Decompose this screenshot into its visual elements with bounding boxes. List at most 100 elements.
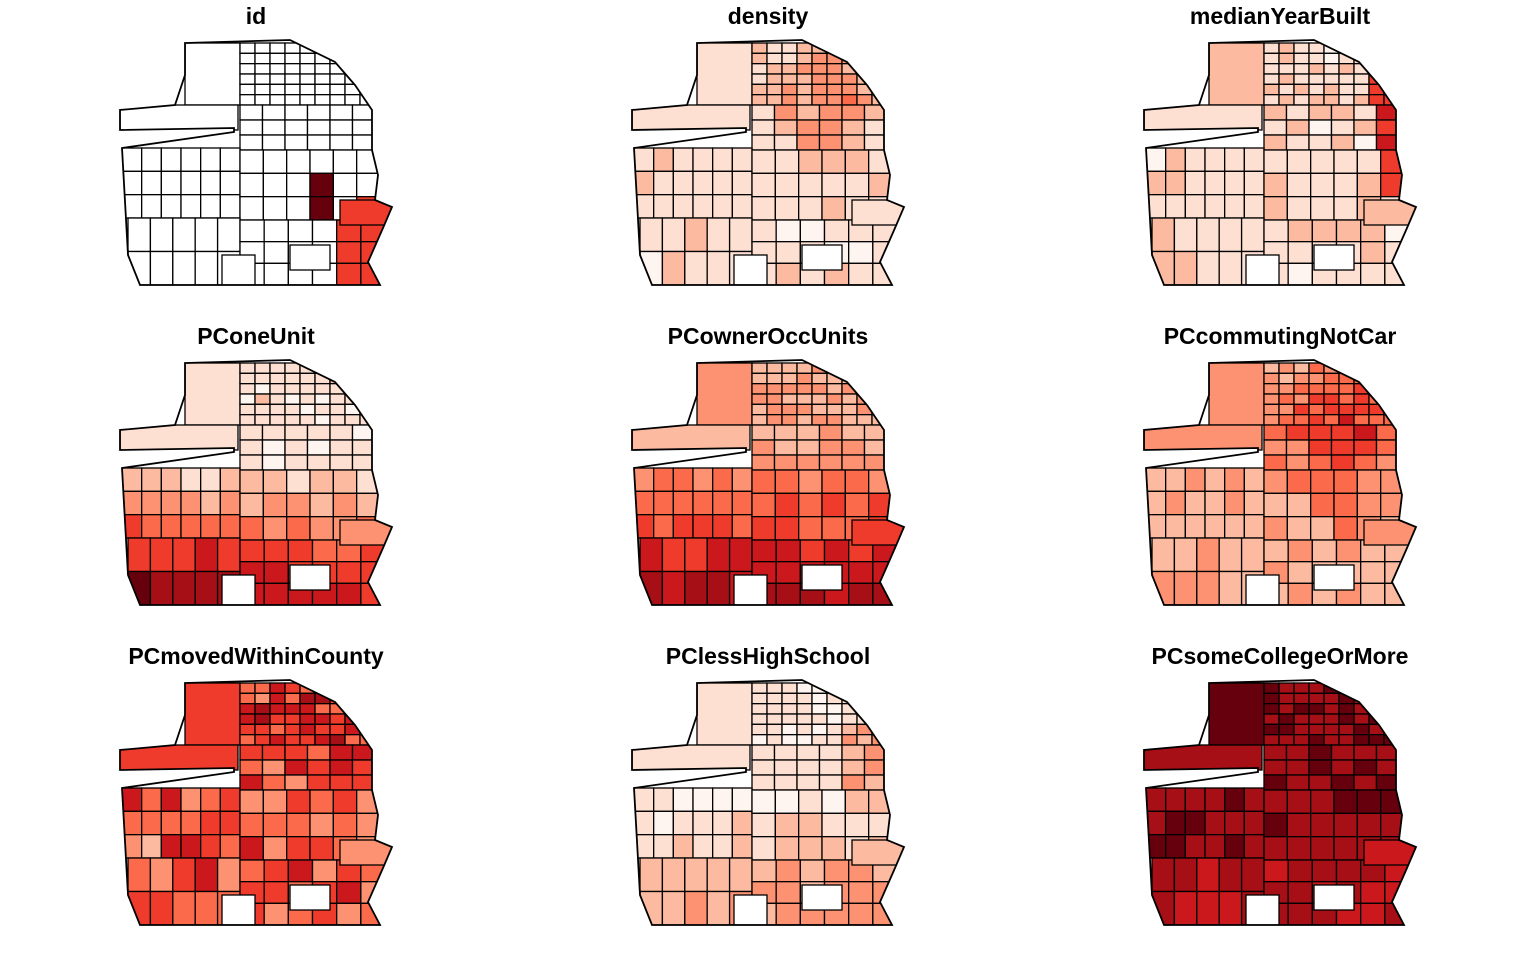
census-tract xyxy=(1308,713,1325,725)
census-tract xyxy=(1204,490,1226,516)
census-tract xyxy=(1293,403,1310,416)
census-tract xyxy=(798,812,823,838)
census-tract xyxy=(309,812,334,838)
census-tract xyxy=(1286,492,1312,518)
census-tract xyxy=(1173,890,1198,925)
census-tract xyxy=(263,262,289,285)
census-tract xyxy=(632,104,751,131)
census-tract xyxy=(751,172,776,198)
census-tract xyxy=(1263,516,1288,541)
map-panel-id: id xyxy=(0,0,512,320)
census-tract xyxy=(841,439,866,456)
census-tract xyxy=(841,83,858,96)
census-tract xyxy=(314,403,331,416)
census-tract xyxy=(796,424,821,441)
census-tract xyxy=(841,134,866,151)
census-tract xyxy=(284,104,309,121)
census-tract xyxy=(1285,759,1310,776)
census-tract xyxy=(633,467,655,492)
census-tract xyxy=(1293,63,1310,75)
census-tract xyxy=(773,454,798,471)
census-tract xyxy=(1330,439,1355,456)
census-tract xyxy=(344,63,361,75)
census-tract xyxy=(871,393,888,405)
census-tract xyxy=(1165,514,1186,539)
census-tract xyxy=(239,172,264,198)
census-tract xyxy=(180,834,202,859)
census-tract xyxy=(774,812,800,838)
census-tract xyxy=(1335,859,1362,883)
census-tract xyxy=(751,682,768,694)
census-tract xyxy=(314,83,331,96)
census-tract xyxy=(1308,83,1325,96)
census-tract xyxy=(751,149,776,174)
census-tract xyxy=(311,859,338,883)
census-tract xyxy=(180,514,202,539)
census-tract xyxy=(359,42,376,54)
census-tract xyxy=(1353,692,1370,705)
census-tract xyxy=(1263,219,1289,243)
census-tract xyxy=(818,104,843,121)
census-tract xyxy=(263,902,289,925)
census-tract xyxy=(284,134,309,151)
census-tract xyxy=(1278,403,1295,416)
census-tract xyxy=(286,812,311,838)
census-tract xyxy=(766,94,783,106)
census-tract xyxy=(239,42,256,54)
census-tract xyxy=(1353,83,1370,96)
census-tract xyxy=(1353,414,1370,426)
census-tract xyxy=(194,250,219,285)
census-tract xyxy=(781,403,798,416)
census-tract xyxy=(1224,787,1245,812)
census-tract xyxy=(121,147,143,172)
census-tract xyxy=(1308,63,1325,75)
city-outline xyxy=(119,359,394,606)
census-tract xyxy=(639,217,664,253)
census-tract xyxy=(1353,134,1378,151)
park-area xyxy=(289,884,331,911)
census-tract xyxy=(1323,393,1340,405)
census-tract xyxy=(200,787,221,812)
census-tract xyxy=(286,492,311,518)
census-tract xyxy=(844,172,870,198)
census-tract xyxy=(1308,73,1325,85)
census-tract xyxy=(1368,42,1385,54)
census-tract xyxy=(751,836,776,861)
census-tract xyxy=(269,83,286,96)
census-tract xyxy=(1263,403,1280,416)
census-tract xyxy=(344,362,361,374)
census-tract xyxy=(871,52,888,65)
census-tract xyxy=(1383,682,1400,694)
census-tract xyxy=(818,424,843,441)
census-tract xyxy=(284,372,301,385)
park-area xyxy=(1245,574,1280,605)
census-tract xyxy=(781,73,798,85)
census-tract xyxy=(314,362,331,374)
census-tract xyxy=(1338,362,1355,374)
census-tract xyxy=(1308,774,1333,791)
census-tract xyxy=(239,469,264,494)
census-tract xyxy=(311,539,338,563)
census-tract xyxy=(1184,490,1206,516)
census-tract xyxy=(180,467,202,492)
census-tract xyxy=(751,734,768,746)
census-tract xyxy=(184,362,241,426)
census-tract xyxy=(1333,492,1358,518)
census-tract xyxy=(1287,219,1313,243)
census-tract xyxy=(149,570,174,605)
census-tract xyxy=(306,744,331,761)
census-tract xyxy=(309,149,334,174)
census-tract xyxy=(706,537,731,573)
census-tract xyxy=(751,383,768,395)
park-area xyxy=(733,254,768,285)
census-tract xyxy=(160,490,182,516)
census-tract xyxy=(239,836,264,861)
census-tract xyxy=(1338,734,1355,746)
census-tract xyxy=(1173,857,1198,893)
census-tract xyxy=(172,217,196,253)
census-tract xyxy=(751,83,768,96)
census-tract xyxy=(336,561,362,584)
census-tract xyxy=(1323,734,1340,746)
census-tract xyxy=(826,723,843,736)
census-tract xyxy=(329,734,346,746)
